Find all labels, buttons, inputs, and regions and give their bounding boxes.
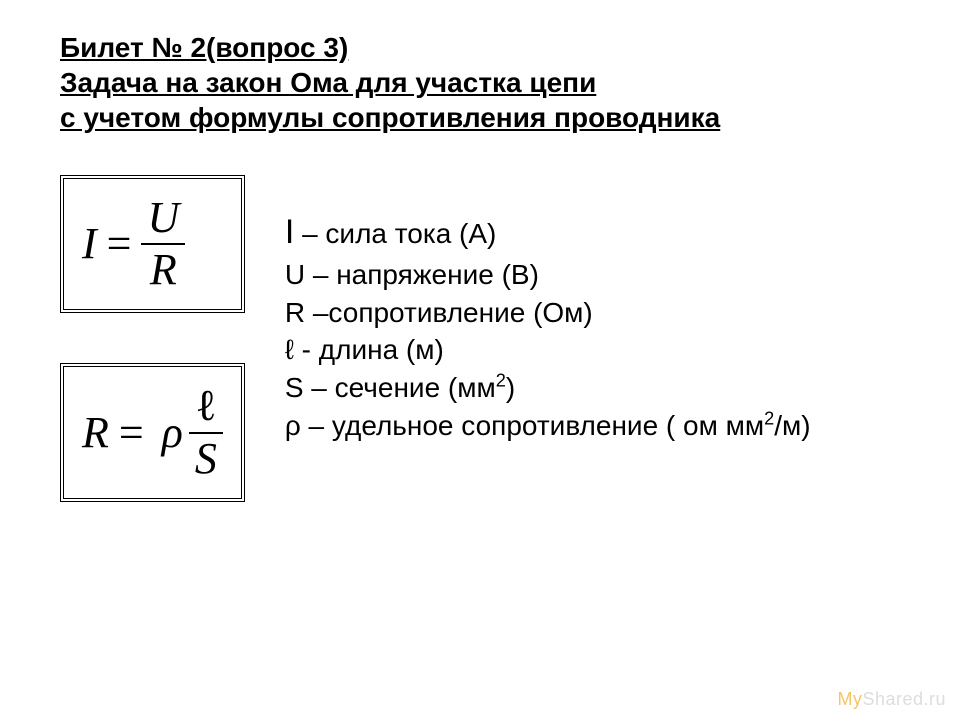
- content-area: I = U R R = ρ ℓ S: [60, 175, 910, 502]
- resist-lhs: R: [82, 411, 109, 455]
- def-R-text: –сопротивление (Ом): [305, 297, 593, 328]
- formula-ohm-box: I = U R: [60, 175, 245, 313]
- def-R: R –сопротивление (Ом): [285, 294, 811, 332]
- resist-rho: ρ: [162, 411, 183, 455]
- title-line-2: Задача на закон Ома для участка цепи: [60, 67, 596, 98]
- watermark: MyShared.ru: [837, 689, 946, 710]
- ohm-lhs: I: [82, 222, 97, 266]
- def-S: S – сечение (мм2): [285, 369, 811, 407]
- resist-denominator: S: [189, 434, 223, 482]
- def-l-text: - длина (м): [294, 334, 444, 365]
- ohm-equals: =: [107, 222, 132, 266]
- def-rho-sup: 2: [764, 409, 774, 429]
- def-rho-symbol: ρ: [285, 410, 301, 441]
- def-U-text: – напряжение (В): [305, 259, 539, 290]
- ohm-denominator: R: [144, 245, 183, 293]
- watermark-ru: .ru: [923, 689, 946, 709]
- watermark-shared: Shared: [862, 689, 923, 709]
- def-l: ℓ - длина (м): [285, 331, 811, 369]
- def-R-symbol: R: [285, 297, 305, 328]
- def-U-symbol: U: [285, 259, 305, 290]
- def-l-symbol: ℓ: [285, 334, 294, 365]
- definitions: I – сила тока (А) U – напряжение (В) R –…: [285, 210, 811, 445]
- resist-numerator: ℓ: [189, 383, 222, 431]
- resist-equals: =: [119, 411, 144, 455]
- def-rho: ρ – удельное сопротивление ( ом мм2/м): [285, 407, 811, 445]
- def-rho-post: /м): [774, 410, 810, 441]
- formula-resistance: R = ρ ℓ S: [82, 383, 223, 481]
- title-line-3: с учетом формулы сопротивления проводник…: [60, 102, 720, 133]
- def-S-symbol: S: [285, 372, 304, 403]
- title-line-1: Билет № 2(вопрос 3): [60, 32, 348, 63]
- def-I-symbol: I: [285, 213, 294, 251]
- def-rho-pre: – удельное сопротивление ( ом мм: [301, 410, 764, 441]
- def-S-sup: 2: [496, 371, 506, 391]
- def-S-post: ): [506, 372, 515, 403]
- resist-fraction: ℓ S: [189, 383, 223, 481]
- def-S-pre: – сечение (мм: [304, 372, 496, 403]
- page-title: Билет № 2(вопрос 3) Задача на закон Ома …: [60, 30, 910, 135]
- def-I: I – сила тока (А): [285, 210, 811, 256]
- formula-resistance-box: R = ρ ℓ S: [60, 363, 245, 501]
- formula-ohm: I = U R: [82, 195, 223, 293]
- def-U: U – напряжение (В): [285, 256, 811, 294]
- ohm-fraction: U R: [141, 195, 185, 293]
- def-I-text: – сила тока (А): [294, 218, 496, 249]
- formula-column: I = U R R = ρ ℓ S: [60, 175, 245, 502]
- watermark-my: My: [837, 689, 862, 709]
- ohm-numerator: U: [141, 195, 185, 243]
